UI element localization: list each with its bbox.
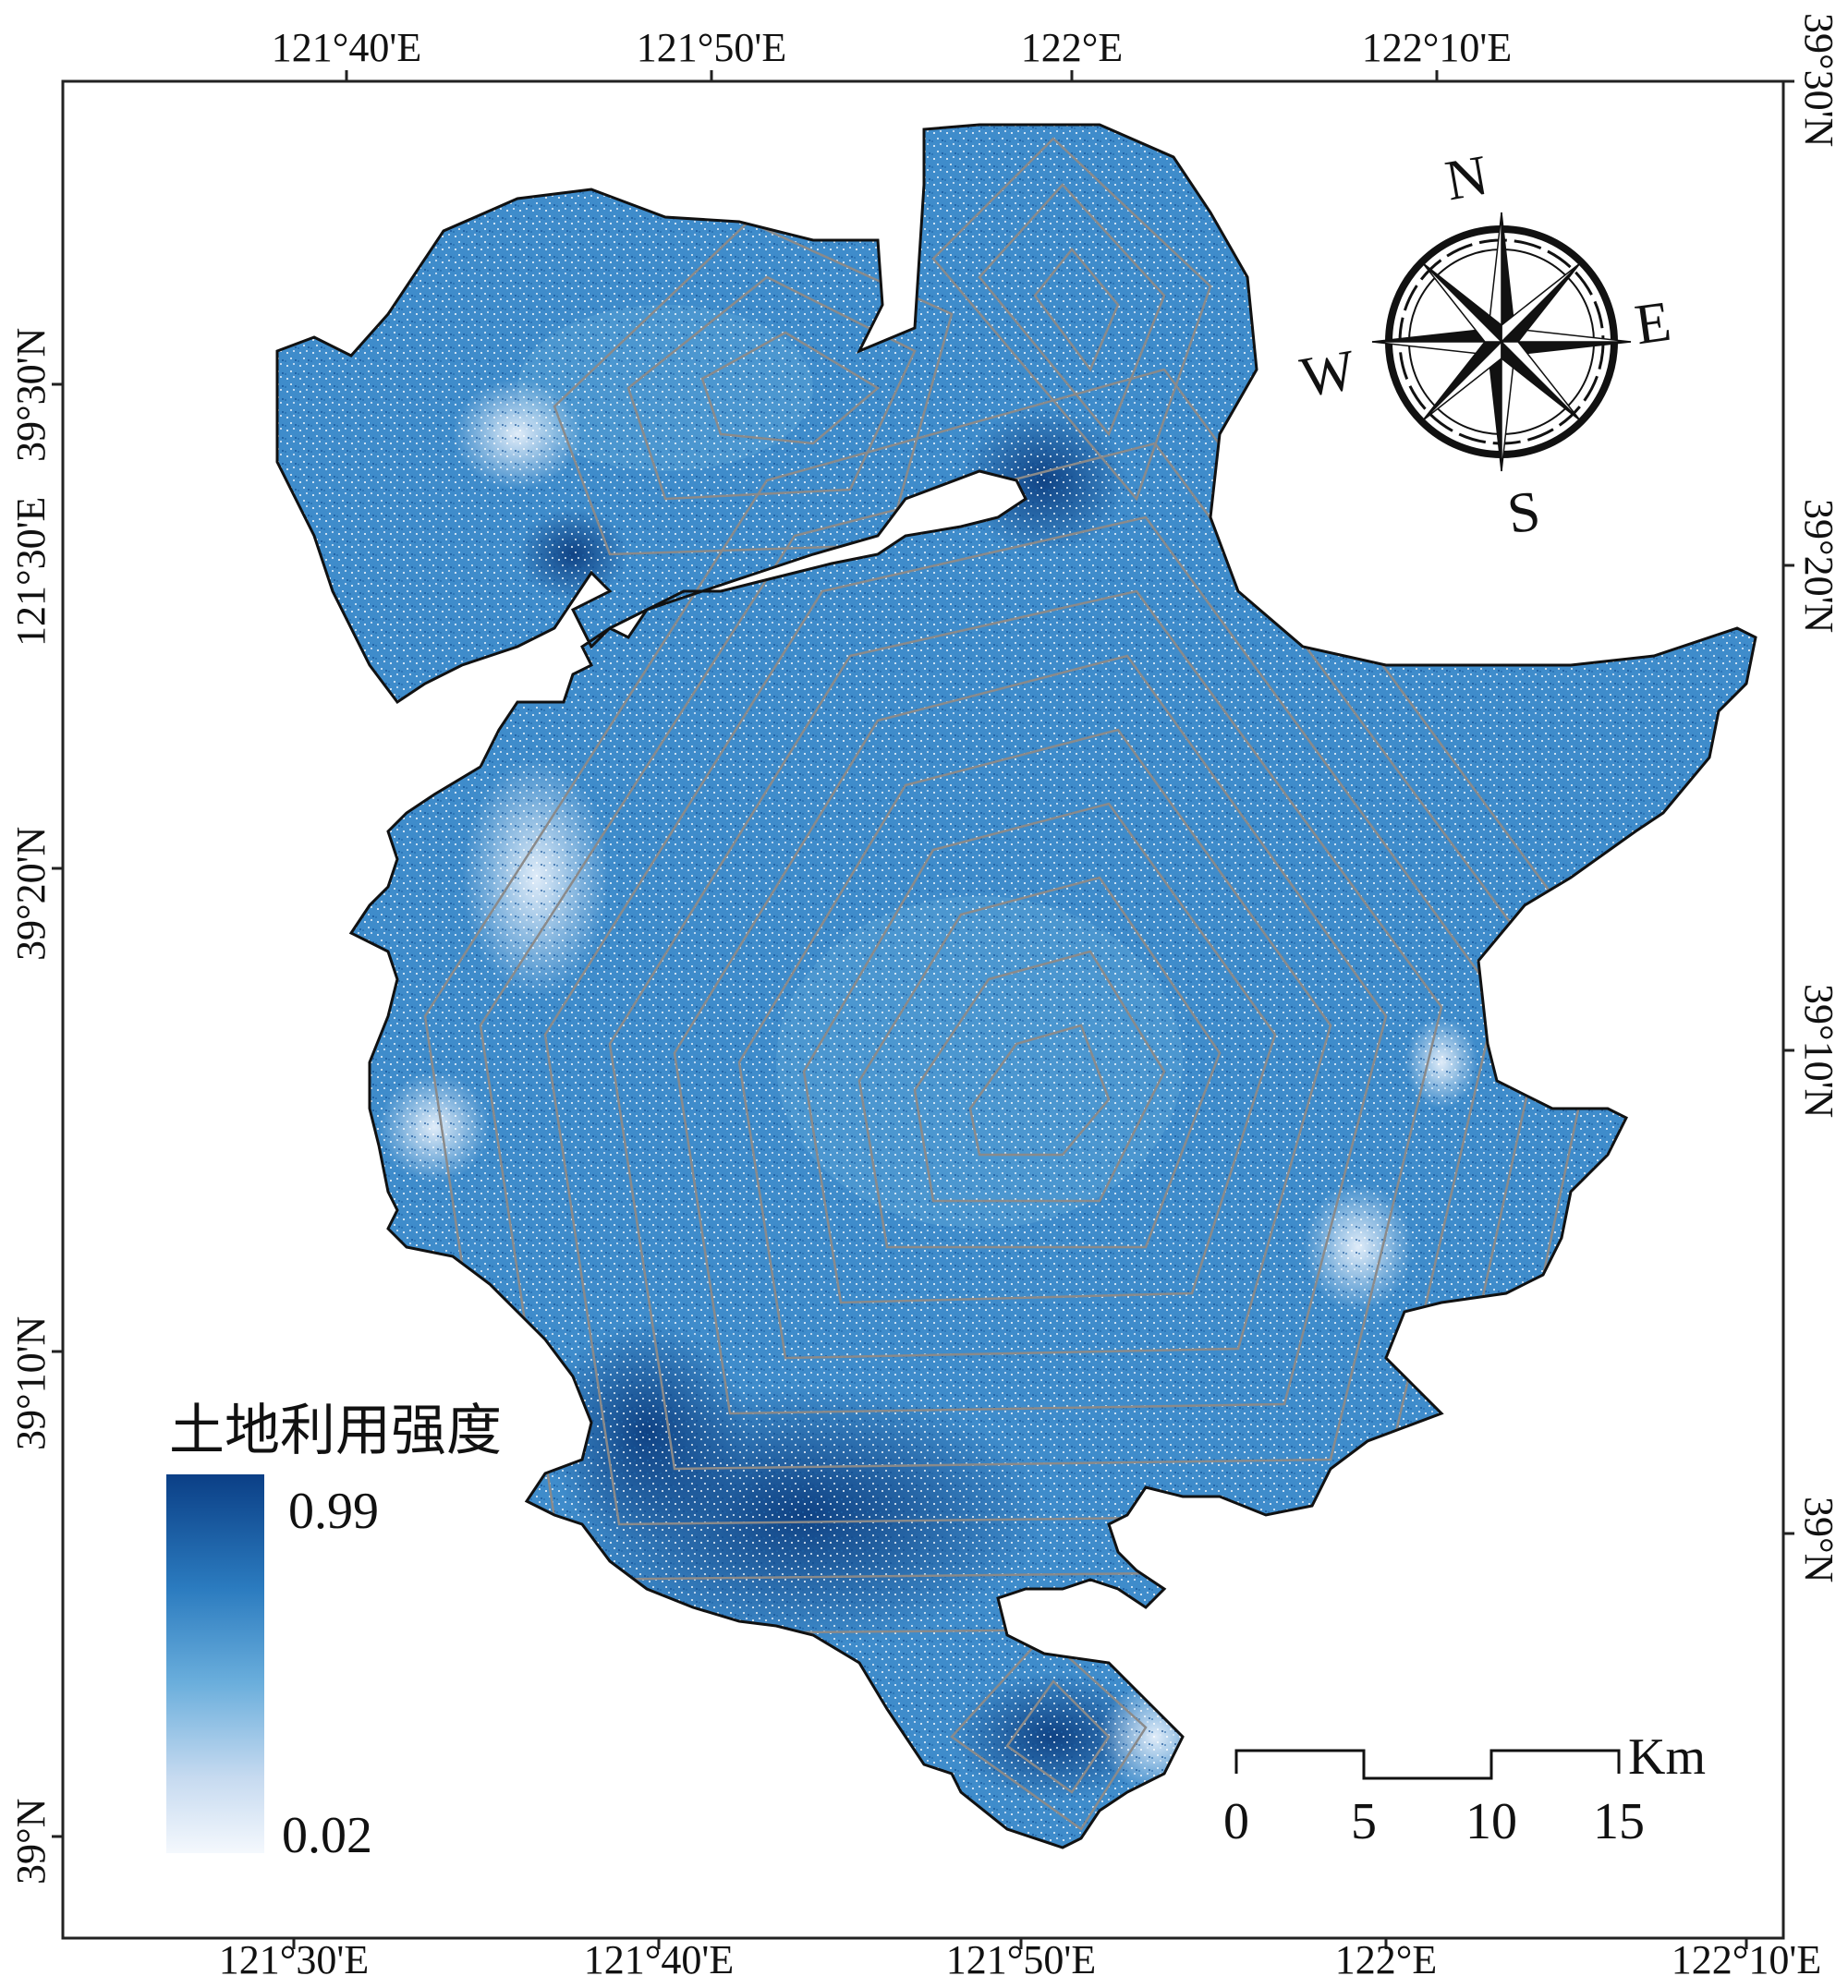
scale-tick-label: 10 [1465,1793,1517,1850]
legend-title: 土地利用强度 [169,1399,502,1463]
scale-unit-label: Km [1628,1728,1706,1786]
right-axis-label: 39°N [1796,1497,1842,1583]
legend-min-label: 0.02 [282,1807,372,1864]
right-axis-label: 39°30'N [1796,13,1842,148]
bottom-axis-label: 122°E [1334,1937,1438,1982]
right-axis-label: 39°20'N [1796,499,1842,634]
coastline [275,123,1757,1849]
left-axis-label: 39°20'N [8,826,54,961]
frame-ticks [52,70,1794,1949]
bottom-axis-label: 121°30'E [218,1937,370,1982]
left-axis-label: 39°N [8,1798,54,1885]
left-axis-label: 39°10'N [8,1315,54,1450]
top-axis-label: 122°10'E [1361,25,1513,70]
bottom-axis-label: 121°40'E [583,1937,735,1982]
top-axis-label: 121°50'E [636,25,787,70]
scale-tick-label: 5 [1351,1793,1377,1850]
bottom-axis-label: 122°10'E [1671,1937,1822,1982]
compass-west-label: W [1295,338,1360,410]
scale-tick-label: 15 [1593,1793,1645,1850]
scale-bar [1234,1749,1621,1780]
left-axis-label: 39°30'N [8,327,54,462]
top-axis-label: 121°40'E [271,25,422,70]
legend-max-label: 0.99 [288,1483,379,1540]
left-axis-label: 121°30'E [8,496,54,647]
scale-tick-label: 0 [1223,1793,1249,1850]
bottom-axis-label: 121°50'E [945,1937,1097,1982]
top-axis-label: 122°E [1020,25,1124,70]
right-axis-label: 39°10'N [1796,984,1842,1119]
compass-rose [1371,212,1632,472]
legend-color-ramp [166,1474,264,1853]
